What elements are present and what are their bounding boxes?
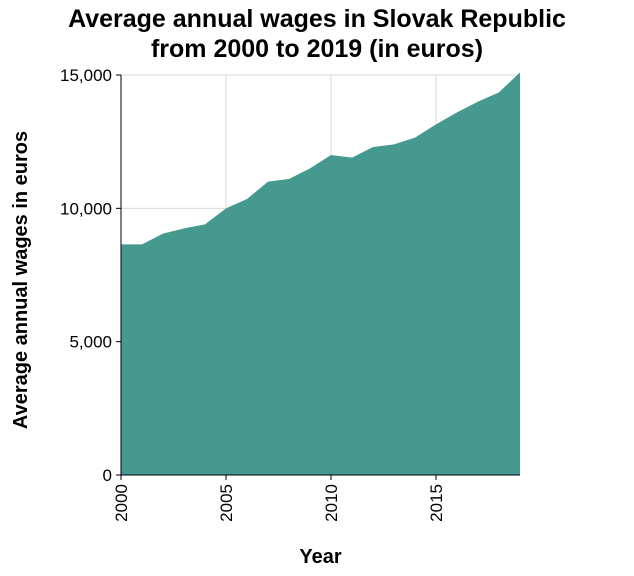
y-tick-label-15000: 15,000 xyxy=(60,66,112,85)
y-axis-title: Average annual wages in euros xyxy=(10,131,32,429)
axes xyxy=(120,72,521,476)
x-tick-label-2000: 2000 xyxy=(112,484,131,522)
x-tick-label-2015: 2015 xyxy=(427,484,446,522)
chart-title-line-2: from 2000 to 2019 (in euros) xyxy=(150,35,484,63)
x-tick-label-2005: 2005 xyxy=(217,484,236,522)
x-tick-label-2010: 2010 xyxy=(322,484,341,522)
area-series xyxy=(121,72,520,475)
chart-title: Average annual wages in Slovak Republic … xyxy=(0,4,634,64)
y-tick-label-0: 0 xyxy=(103,466,112,485)
chart-title-line-1: Average annual wages in Slovak Republic xyxy=(68,5,566,33)
x-axis-title: Year xyxy=(299,546,341,568)
y-tick-label-10000: 10,000 xyxy=(60,199,112,218)
y-tick-label-5000: 5,000 xyxy=(69,333,112,352)
tick-labels: 0 5,000 10,000 15,000 2000 2005 2010 2015 xyxy=(60,66,446,522)
